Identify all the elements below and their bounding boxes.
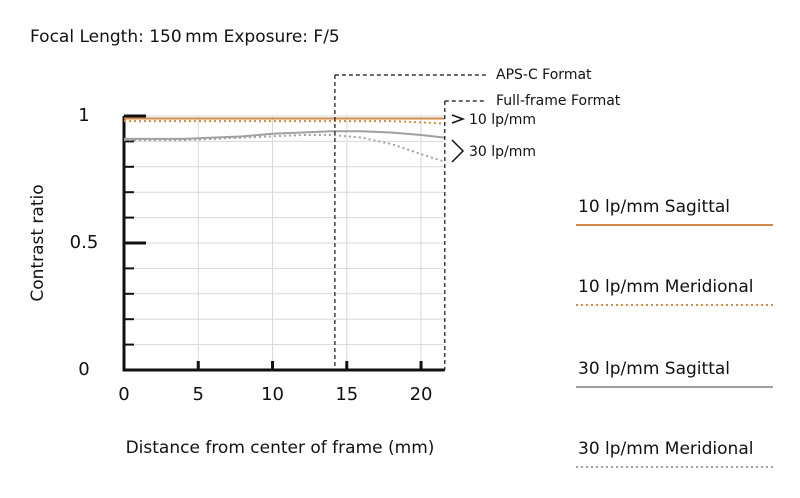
y-axis-label: Contrast ratio: [28, 184, 48, 301]
group-label: 30 lp/mm: [469, 144, 536, 160]
series-line: [124, 130, 445, 140]
brace-30: [451, 139, 465, 163]
series-line: [124, 120, 445, 125]
y-tick-label: 0: [78, 359, 89, 380]
chart-title: Focal Length: 150 mm Exposure: F/5: [30, 27, 340, 47]
arrow-10: [451, 114, 466, 124]
y-tick-label: 0.5: [70, 232, 99, 253]
format-marker-label: APS-C Format: [496, 67, 592, 83]
x-tick-label: 10: [261, 384, 284, 405]
legend-label: 10 lp/mm Sagittal: [578, 197, 730, 217]
legend-label: 10 lp/mm Meridional: [578, 277, 753, 297]
y-tick-label: 1: [78, 105, 89, 126]
legend-label: 30 lp/mm Meridional: [578, 439, 753, 459]
legend-label: 30 lp/mm Sagittal: [578, 359, 730, 379]
format-marker-label: Full-frame Format: [496, 93, 621, 109]
x-tick-label: 15: [335, 384, 358, 405]
x-axis-label: Distance from center of frame (mm): [126, 438, 435, 458]
x-tick-label: 0: [118, 384, 129, 405]
x-tick-label: 5: [193, 384, 204, 405]
x-tick-label: 20: [410, 384, 433, 405]
group-label: 10 lp/mm: [469, 112, 536, 128]
